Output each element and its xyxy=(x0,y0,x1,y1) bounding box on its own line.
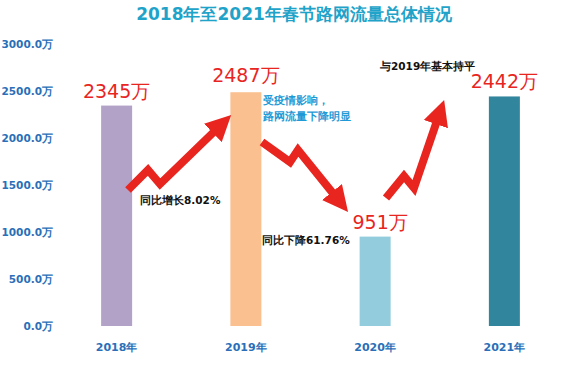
x-tick-label: 2021年 xyxy=(484,341,526,354)
bar xyxy=(101,106,132,326)
title: 2018年至2021年春节路网流量总体情况 xyxy=(136,4,453,24)
arrow xyxy=(262,142,340,202)
annotation: 受疫情影响， xyxy=(262,94,329,106)
x-tick-label: 2018年 xyxy=(96,341,138,354)
annotation: 路网流量下降明显 xyxy=(262,110,351,122)
y-tick-label: 1500.0万 xyxy=(1,179,53,191)
arrow xyxy=(386,112,440,198)
bar xyxy=(360,237,391,326)
data-label: 2487万 xyxy=(212,64,279,86)
chart: 2018年至2021年春节路网流量总体情况 0.0万 500.0万 1000.0万 15… xyxy=(0,0,588,366)
y-tick-label: 500.0万 xyxy=(9,273,53,285)
bars xyxy=(101,92,520,326)
y-tick-label: 2000.0万 xyxy=(1,132,53,144)
data-label: 2345万 xyxy=(83,80,150,102)
annotation: 与2019年基本持平 xyxy=(379,60,475,72)
bar xyxy=(230,92,261,326)
annotation: 同比下降61.76% xyxy=(262,234,350,246)
data-label: 951万 xyxy=(352,211,407,233)
y-tick-label: 3000.0万 xyxy=(1,38,53,50)
y-tick-label: 1000.0万 xyxy=(1,226,53,238)
y-tick-label: 2500.0万 xyxy=(1,85,53,97)
x-tick-label: 2020年 xyxy=(354,341,396,354)
data-label: 2442万 xyxy=(471,70,538,92)
bar xyxy=(489,96,520,326)
y-tick-label: 0.0万 xyxy=(23,320,53,332)
x-tick-label: 2019年 xyxy=(225,341,267,354)
annotation: 同比增长8.02% xyxy=(140,194,221,206)
arrow xyxy=(128,124,222,190)
